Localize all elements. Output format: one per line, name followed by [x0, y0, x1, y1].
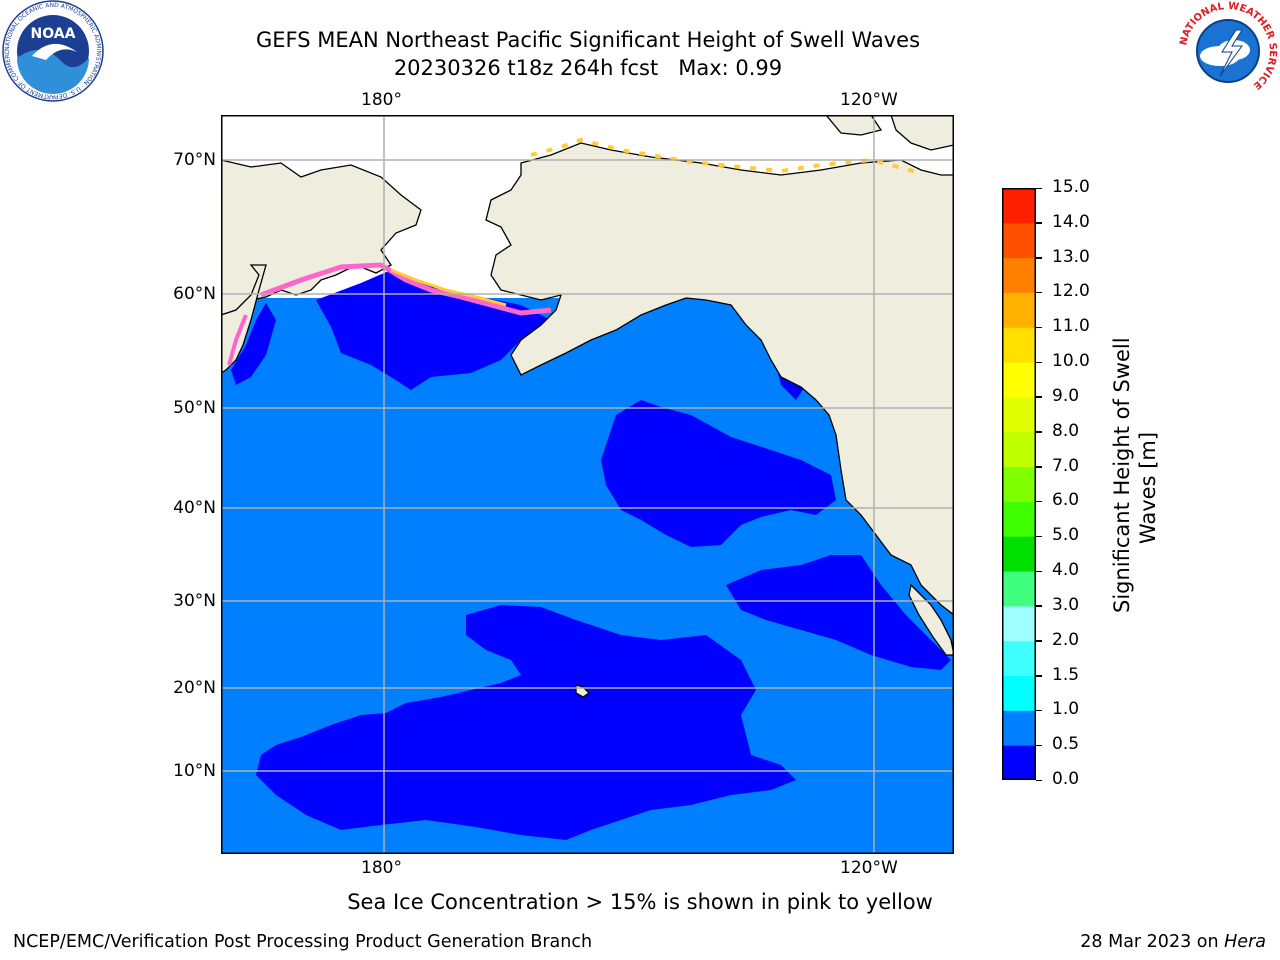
colorbar-tick-label: 0.5: [1052, 734, 1080, 755]
colorbar-tick-mark: [1036, 257, 1042, 259]
colorbar-tick-mark: [1036, 431, 1042, 433]
footer-branch: NCEP/EMC/Verification Post Processing Pr…: [13, 932, 593, 952]
footer-host: Hera: [1224, 932, 1266, 952]
lon-tick-bottom-180: 180°: [361, 858, 402, 878]
colorbar-tick-label: 6.0: [1052, 490, 1080, 511]
colorbar-title-line-2: Waves [m]: [1136, 431, 1160, 545]
colorbar-tick-mark: [1036, 187, 1042, 189]
colorbar-tick-label: 1.0: [1052, 699, 1080, 720]
colorbar-tick-mark: [1036, 744, 1042, 747]
lat-tick-20n: 20°N: [173, 678, 216, 698]
colorbar-segment-15: [1002, 222, 1036, 259]
colorbar-tick-label: 13.0: [1052, 246, 1090, 267]
map-frame: [221, 115, 954, 854]
colorbar-tick-mark: [1036, 605, 1042, 607]
colorbar-segment-10: [1002, 396, 1036, 433]
lon-tick-top-180: 180°: [361, 90, 402, 110]
title-line-1: GEFS MEAN Northeast Pacific Significant …: [255, 28, 921, 52]
title-line-2: 20230326 t18z 264h fcst Max: 0.99: [393, 56, 783, 80]
colorbar-segment-9: [1002, 431, 1036, 468]
colorbar-tick-label: 12.0: [1052, 281, 1090, 302]
colorbar-segment-5: [1002, 571, 1036, 607]
lat-tick-70n: 70°N: [173, 150, 216, 170]
sea-ice-footnote: Sea Ice Concentration > 15% is shown in …: [347, 890, 933, 914]
colorbar-svg: [1002, 188, 1036, 781]
colorbar-tick-mark: [1036, 326, 1042, 329]
footer-date: 28 Mar 2023 on Hera: [1080, 932, 1266, 952]
colorbar-tick-label: 2.0: [1052, 629, 1080, 650]
colorbar-tick-label: 4.0: [1052, 560, 1080, 581]
map-panel: [220, 114, 955, 854]
lat-tick-30n: 30°N: [173, 591, 216, 611]
colorbar-segment-8: [1002, 466, 1036, 502]
noaa-logo-text: NOAA: [31, 26, 76, 42]
colorbar-segment-4: [1002, 605, 1036, 642]
colorbar-segment-7: [1002, 501, 1036, 537]
lat-tick-10n: 10°N: [173, 761, 216, 781]
chart-title: GEFS MEAN Northeast Pacific Significant …: [0, 26, 1176, 82]
colorbar-tick-label: 10.0: [1052, 351, 1090, 372]
colorbar-tick-label: 8.0: [1052, 420, 1080, 441]
colorbar-tick-mark: [1036, 640, 1042, 642]
colorbar-tick-label: 1.5: [1052, 664, 1080, 685]
colorbar-tick-label: 0.0: [1052, 769, 1080, 789]
colorbar-tick-mark: [1036, 222, 1042, 224]
noaa-logo: NATIONAL OCEANIC AND ATMOSPHERIC ADMINIS…: [0, 0, 104, 102]
colorbar-segment-14: [1002, 257, 1036, 293]
colorbar-segment-13: [1002, 292, 1036, 328]
nws-logo: NATIONAL WEATHER SERVICE: [1176, 0, 1280, 102]
footer-date-text: 28 Mar 2023 on: [1080, 932, 1225, 952]
colorbar-segment-16: [1002, 188, 1036, 224]
colorbar-tick-mark: [1036, 396, 1042, 398]
lon-tick-top-120w: 120°W: [840, 90, 898, 110]
colorbar: [1002, 188, 1036, 781]
colorbar-tick-mark: [1036, 709, 1042, 712]
colorbar-segment-11: [1002, 362, 1036, 398]
sea-ice-edge: [227, 137, 922, 366]
colorbar-segment-1: [1002, 710, 1036, 746]
colorbar-tick-mark: [1036, 361, 1042, 364]
colorbar-tick-label: 3.0: [1052, 594, 1080, 615]
colorbar-title: Significant Height of Swell Waves [m]: [1109, 337, 1161, 613]
lat-tick-60n: 60°N: [173, 284, 216, 304]
colorbar-tick-label: 15.0: [1052, 177, 1090, 197]
colorbar-segment-12: [1002, 327, 1036, 363]
colorbar-segment-3: [1002, 640, 1036, 677]
colorbar-tick-label: 7.0: [1052, 455, 1080, 476]
colorbar-tick-mark: [1036, 466, 1042, 468]
colorbar-tick-mark: [1036, 675, 1042, 677]
lon-tick-bottom-120w: 120°W: [840, 858, 898, 878]
map-svg: [220, 114, 955, 854]
lat-tick-40n: 40°N: [173, 498, 216, 518]
colorbar-tick-mark: [1036, 500, 1042, 503]
colorbar-tick-mark: [1036, 535, 1042, 538]
colorbar-frame: [1002, 188, 1036, 780]
colorbar-segment-6: [1002, 536, 1036, 572]
lat-tick-50n: 50°N: [173, 398, 216, 418]
colorbar-tick-mark: [1036, 291, 1042, 294]
colorbar-title-line-1: Significant Height of Swell: [1110, 337, 1134, 613]
colorbar-tick-label: 14.0: [1052, 211, 1090, 232]
graticule: [221, 115, 954, 854]
colorbar-tick-label: 9.0: [1052, 385, 1080, 406]
colorbar-tick-mark: [1036, 570, 1042, 573]
colorbar-segment-2: [1002, 675, 1036, 711]
colorbar-segment-0: [1002, 745, 1036, 781]
colorbar-tick-label: 11.0: [1052, 316, 1090, 337]
colorbar-tick-label: 5.0: [1052, 525, 1080, 546]
colorbar-tick-mark: [1036, 779, 1042, 781]
